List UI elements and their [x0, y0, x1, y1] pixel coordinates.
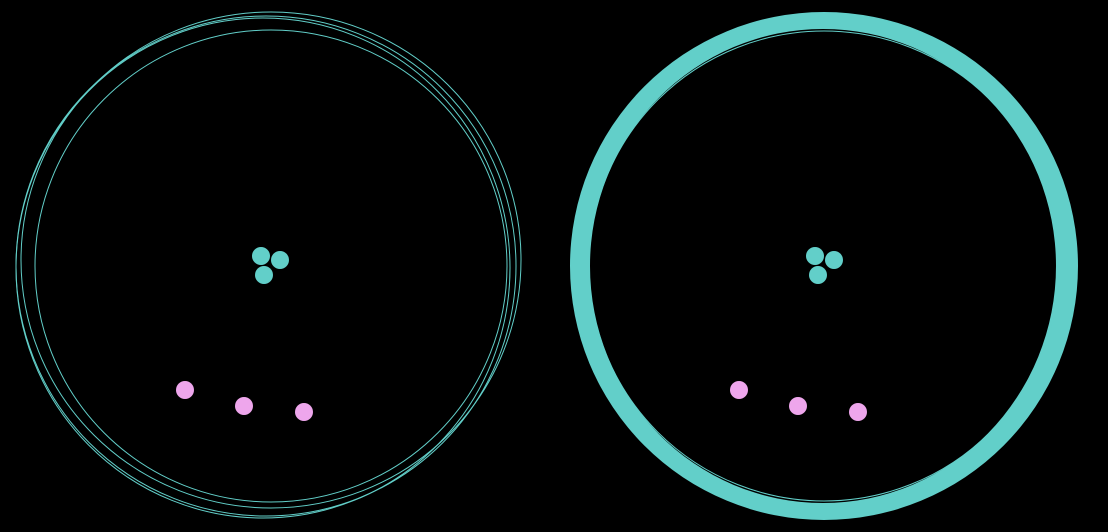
right-outer-dot: [849, 403, 867, 421]
left-outer-dot: [176, 381, 194, 399]
right-inner-ring: [588, 30, 1060, 502]
right-panel: [570, 12, 1078, 520]
right-outer-dot: [789, 397, 807, 415]
left-outer-dot: [295, 403, 313, 421]
left-panel: [15, 11, 522, 519]
left-inner-ring: [34, 29, 508, 503]
left-center-dot: [252, 247, 270, 265]
left-center-dot: [255, 266, 273, 284]
left-orbit-ring-c: [15, 17, 511, 519]
left-center-dot: [271, 251, 289, 269]
left-orbit-ring-b: [20, 11, 522, 509]
left-outer-dot: [235, 397, 253, 415]
right-center-dot: [806, 247, 824, 265]
right-orbit-crescent: [570, 12, 1078, 520]
right-outer-dot: [730, 381, 748, 399]
right-center-dot: [809, 266, 827, 284]
right-center-dot: [825, 251, 843, 269]
